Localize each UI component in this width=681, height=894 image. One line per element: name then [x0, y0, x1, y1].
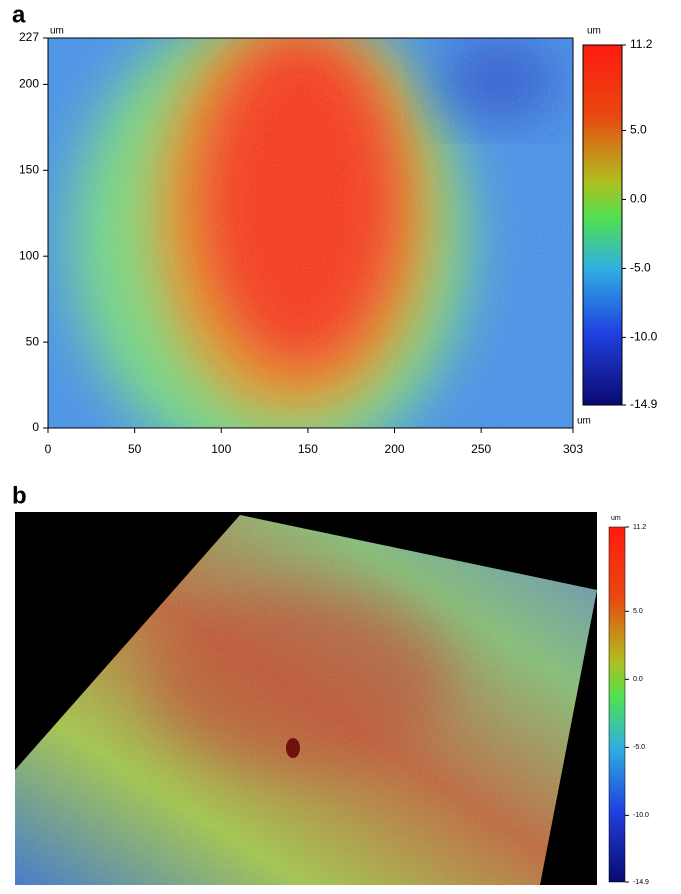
y-unit: um [50, 26, 64, 37]
colorbar-unit: um [587, 26, 601, 37]
colorbar-tick-label: -5.0 [633, 744, 645, 751]
colorbar-tick-label: -10.0 [630, 330, 658, 344]
colorbar-tick-label: -14.9 [633, 879, 649, 886]
surface-render [15, 515, 597, 885]
panel-label: b [12, 482, 27, 509]
y-tick-label: 100 [19, 248, 39, 262]
colorbar-tick-label: 5.0 [630, 123, 647, 137]
x-tick-label: 303 [563, 442, 583, 456]
colorbar-tick-label: 11.2 [633, 524, 646, 531]
colorbar-unit: um [611, 515, 621, 522]
plot-frame [47, 37, 574, 429]
y-tick-label: 50 [26, 334, 40, 348]
colorbar-tick-label: -14.9 [630, 397, 658, 411]
height-map [48, 38, 573, 428]
colorbar-tick-label: 5.0 [633, 608, 643, 615]
x-tick-label: 150 [298, 442, 318, 456]
x-tick-label: 100 [211, 442, 231, 456]
panel-label: a [12, 1, 26, 28]
x-tick-label: 50 [128, 442, 142, 456]
colorbar-tick-label: 11.2 [630, 37, 653, 51]
colorbar-tick-label: -10.0 [633, 812, 649, 819]
colorbar-tick-label: 0.0 [630, 192, 647, 206]
y-tick-label: 200 [19, 77, 39, 91]
y-tick-label: 227 [19, 30, 39, 44]
x-tick-label: 250 [471, 442, 491, 456]
colorbar [582, 44, 623, 406]
colorbar-tick-label: -5.0 [630, 261, 651, 275]
y-tick-label: 150 [19, 162, 39, 176]
colorbar-unit: um [577, 416, 591, 427]
y-tick-label: 0 [32, 420, 39, 434]
colorbar-tick-label: 0.0 [633, 676, 643, 683]
colorbar [608, 526, 626, 883]
x-tick-label: 200 [385, 442, 405, 456]
x-tick-label: 0 [45, 442, 52, 456]
